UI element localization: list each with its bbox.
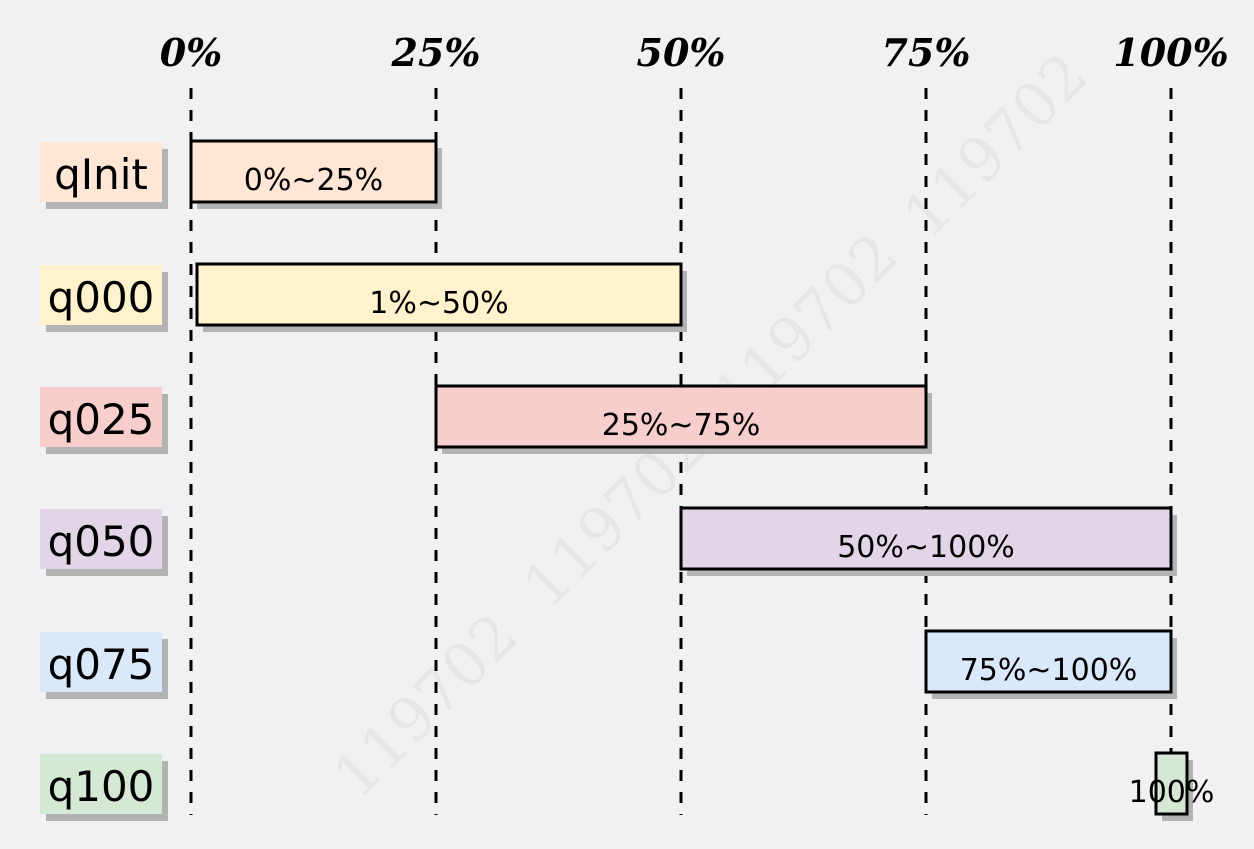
row-label: q025 (48, 395, 155, 444)
row-label-box (40, 632, 162, 692)
range-bar (924, 629, 1173, 694)
bar-label: 50%~100% (837, 530, 1015, 565)
range-bar (189, 139, 438, 204)
row-label: q075 (48, 640, 155, 689)
row-label: qInit (54, 150, 148, 199)
range-bar (679, 506, 1173, 571)
bar-label: 0%~25% (244, 163, 383, 198)
bar-label: 25%~75% (602, 408, 761, 443)
axis-tick-label: 25% (391, 30, 481, 75)
range-bar (1154, 751, 1189, 816)
row-label-box (40, 265, 162, 325)
axis-tick-label: 100% (1113, 30, 1228, 75)
row-label: q000 (48, 273, 155, 322)
row-label: q100 (48, 762, 155, 811)
axis-tick-label: 75% (882, 30, 971, 75)
row-label-box (40, 754, 162, 814)
row-label-box (40, 509, 162, 569)
axis-tick-label: 50% (637, 30, 726, 75)
row-label-box (40, 142, 162, 202)
watermark-text: 119702 (320, 600, 531, 811)
bar-label: 1%~50% (369, 286, 508, 321)
row-label-box (40, 387, 162, 447)
bar-label: 75%~100% (960, 653, 1138, 688)
row-label: q050 (48, 517, 155, 566)
range-bar (195, 262, 683, 327)
axis-tick-label: 0% (160, 30, 223, 75)
range-bar (434, 384, 928, 449)
bar-label: 100% (1129, 775, 1215, 810)
